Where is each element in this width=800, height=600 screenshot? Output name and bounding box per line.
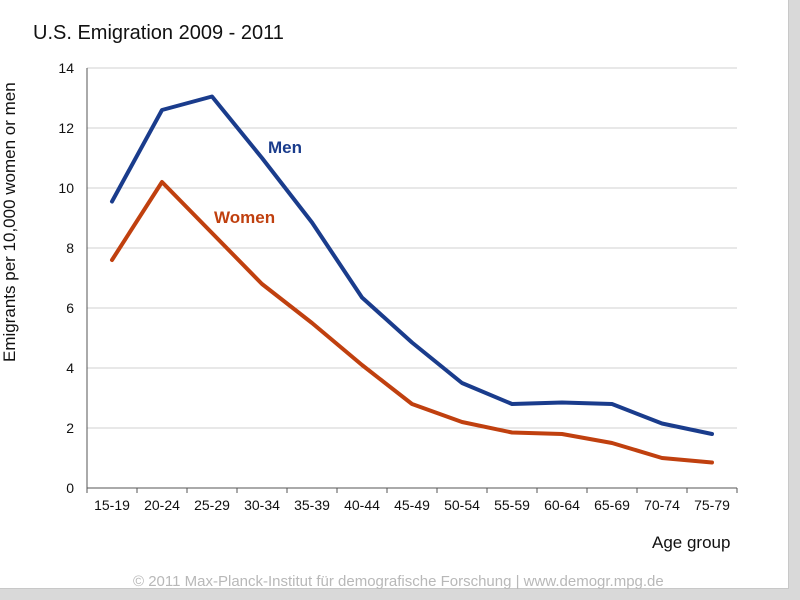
x-axis-label: Age group [652,533,731,552]
series-label-men: Men [268,138,302,157]
y-tick-label: 0 [66,480,74,496]
x-tick-label: 20-24 [144,497,180,513]
x-tick-label: 45-49 [394,497,430,513]
y-tick-label: 6 [66,300,74,316]
y-tick-label: 12 [58,120,74,136]
y-tick-label: 14 [58,60,74,76]
y-tick-label: 8 [66,240,74,256]
y-tick-label: 4 [66,360,74,376]
series-line-women [110,180,714,465]
series-label-women: Women [214,208,275,227]
x-tick-label: 75-79 [694,497,730,513]
x-tick-label: 15-19 [94,497,130,513]
x-tick-label: 65-69 [594,497,630,513]
x-tick-label: 25-29 [194,497,230,513]
x-tick-label: 35-39 [294,497,330,513]
x-tick-label: 30-34 [244,497,280,513]
y-tick-label: 10 [58,180,74,196]
chart-title: U.S. Emigration 2009 - 2011 [33,22,284,44]
y-tick-label: 2 [66,420,74,436]
chart-frame [0,0,789,589]
x-tick-label: 55-59 [494,497,530,513]
series-line-men [110,94,714,436]
copyright-footer: © 2011 Max-Planck-Institut für demografi… [133,573,664,590]
x-tick-label: 40-44 [344,497,380,513]
x-tick-label: 50-54 [444,497,480,513]
x-tick-label: 60-64 [544,497,580,513]
x-tick-label: 70-74 [644,497,680,513]
